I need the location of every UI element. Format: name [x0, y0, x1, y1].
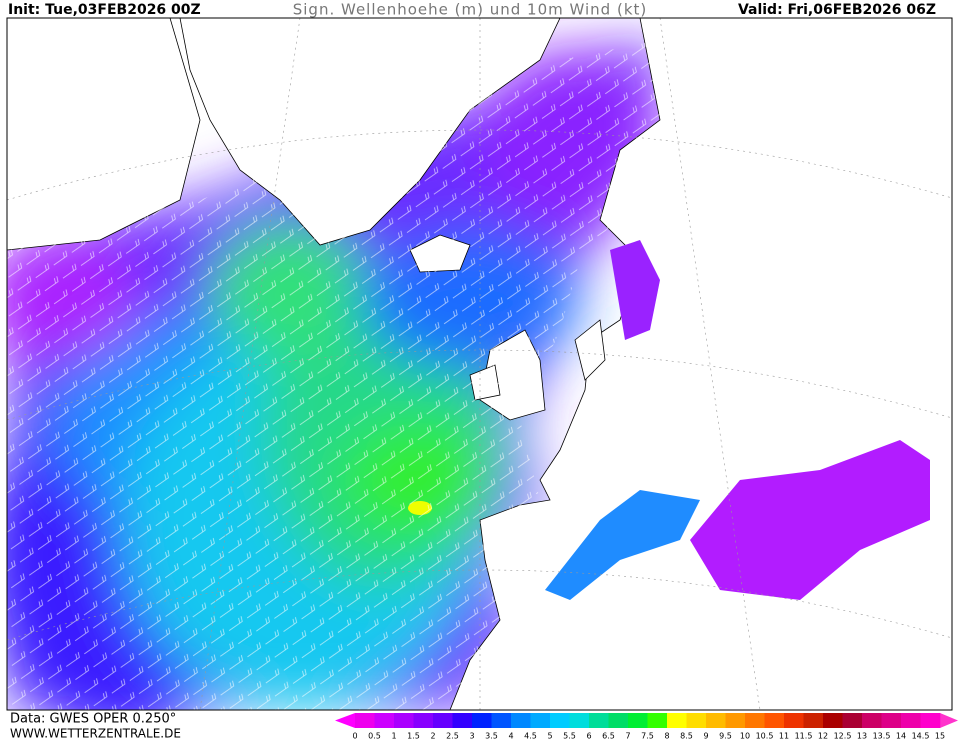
valid-time: Valid: Fri,06FEB2026 06Z	[738, 2, 936, 18]
colorbar-box	[842, 713, 863, 728]
colorbar-label: 0.5	[368, 732, 381, 741]
colorbar-box	[355, 713, 375, 728]
colorbar-box	[569, 713, 590, 728]
colorbar-box	[745, 713, 765, 728]
colorbar-box	[491, 713, 512, 728]
colorbar-box	[608, 713, 629, 728]
colorbar-box	[452, 713, 473, 728]
colorbar-label: 10.5	[756, 732, 774, 741]
colorbar-box	[550, 713, 570, 728]
colorbar-box	[511, 713, 531, 728]
map-frame	[6, 17, 953, 711]
colorbar-box	[706, 713, 726, 728]
colorbar-label: 11.5	[795, 732, 813, 741]
colorbar-box	[803, 713, 824, 728]
colorbar-label: 7	[625, 732, 630, 741]
colorbar-label: 2.5	[446, 732, 459, 741]
baltic	[610, 240, 660, 340]
colorbar-label: 3	[469, 732, 474, 741]
colorbar-box	[628, 713, 648, 728]
colorbar-over	[940, 713, 958, 728]
colorbar-box	[784, 713, 804, 728]
colorbar-box	[823, 713, 843, 728]
colorbar-label: 13	[857, 732, 867, 741]
colorbar-box	[686, 713, 707, 728]
colorbar-label: 7.5	[641, 732, 654, 741]
colorbar: 0 0.5 1 1.5 2 2.5 3 3.5 4 4.5 5 5.5 6 6.5 7 7.5 8 8.5 9 9.5…	[335, 713, 958, 741]
colorbar-box	[881, 713, 902, 728]
colorbar-label: 2	[430, 732, 435, 741]
colorbar-label: 14	[896, 732, 906, 741]
colorbar-label: 3.5	[485, 732, 498, 741]
colorbar-label: 6.5	[602, 732, 615, 741]
colorbar-label: 5.5	[563, 732, 576, 741]
colorbar-label: 4.5	[524, 732, 537, 741]
colorbar-box	[472, 713, 492, 728]
colorbar-box	[589, 713, 609, 728]
colorbar-label: 9	[703, 732, 708, 741]
colorbar-label: 0	[352, 732, 357, 741]
colorbar-box	[647, 713, 668, 728]
colorbar-label: 15	[935, 732, 945, 741]
colorbar-box	[394, 713, 414, 728]
colorbar-box	[764, 713, 785, 728]
map-title: Sign. Wellenhoehe (m) und 10m Wind (kt)	[293, 1, 648, 19]
colorbar-label: 9.5	[719, 732, 732, 741]
colorbar-box	[530, 713, 551, 728]
colorbar-label: 12.5	[834, 732, 852, 741]
colorbar-label: 10	[740, 732, 750, 741]
colorbar-box	[433, 713, 453, 728]
data-source: Data: GWES OPER 0.250°	[10, 712, 176, 727]
colorbar-box	[413, 713, 434, 728]
colorbar-label: 13.5	[873, 732, 891, 741]
colorbar-label: 8.5	[680, 732, 693, 741]
colorbar-label: 4	[508, 732, 513, 741]
med-west	[545, 490, 700, 600]
colorbar-box	[667, 713, 687, 728]
colorbar-under	[335, 713, 355, 728]
colorbar-label: 5	[547, 732, 552, 741]
med-east	[690, 440, 930, 600]
colorbar-box	[725, 713, 746, 728]
colorbar-label: 14.5	[912, 732, 930, 741]
colorbar-label: 8	[664, 732, 669, 741]
colorbar-box	[374, 713, 395, 728]
colorbar-label: 1	[391, 732, 396, 741]
colorbar-label: 12	[818, 732, 828, 741]
graticule	[7, 18, 952, 710]
colorbar-label: 11	[779, 732, 789, 741]
colorbar-label: 1.5	[407, 732, 420, 741]
colorbar-box	[920, 713, 941, 728]
colorbar-box	[901, 713, 921, 728]
map	[7, 18, 952, 710]
colorbar-box	[862, 713, 882, 728]
colorbar-label: 6	[586, 732, 591, 741]
init-time: Init: Tue,03FEB2026 00Z	[8, 2, 201, 18]
website: WWW.WETTERZENTRALE.DE	[10, 727, 181, 741]
